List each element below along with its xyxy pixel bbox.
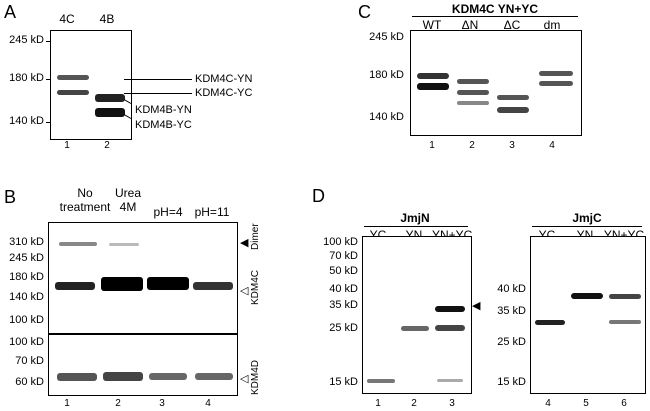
marker: 100 kD <box>323 236 358 248</box>
blot-jmjc <box>530 236 646 394</box>
marker-245c: 245 kD <box>369 31 404 43</box>
marker: 35 kD <box>329 299 358 311</box>
panel-letter-b: B <box>4 187 17 207</box>
lane-number: 2 <box>469 140 475 151</box>
label-kdm4c-yn: KDM4C-YN <box>195 73 253 85</box>
marker: 70 kD <box>329 250 358 262</box>
marker-100: 100 kD <box>9 314 44 326</box>
side-label-kdm4c: KDM4C <box>250 269 261 305</box>
band <box>57 75 89 80</box>
lane-number: 6 <box>621 398 627 409</box>
lane-header-no-treatment: No treatment <box>59 186 111 214</box>
marker: 50 kD <box>329 265 358 277</box>
label-kdm4b-yc: KDM4B-YC <box>135 119 192 131</box>
marker-310: 310 kD <box>9 236 44 248</box>
lane-header-dn: ΔN <box>461 18 479 32</box>
marker-245: 245 kD <box>9 252 44 264</box>
lane-header-wt: WT <box>422 18 442 32</box>
label-kdm4b-yn: KDM4B-YN <box>135 104 192 116</box>
blot-b-top <box>48 222 238 334</box>
lane-number: 3 <box>159 398 165 409</box>
panel-letter-a: A <box>4 2 17 22</box>
side-label-dimer: Dimer <box>250 223 261 250</box>
blot-jmjn <box>362 236 472 394</box>
marker-245: 245 kD <box>9 34 44 46</box>
lane-number: 3 <box>449 398 455 409</box>
blot-a <box>50 30 132 140</box>
lane-number: 4 <box>549 140 555 151</box>
marker-60: 60 kD <box>15 376 44 388</box>
lane-number-2: 2 <box>104 140 110 151</box>
marker: 15 kD <box>497 376 526 388</box>
lane-number: 1 <box>64 398 70 409</box>
lane-number: 2 <box>115 398 121 409</box>
lane-number: 4 <box>545 398 551 409</box>
lane-header-ph11: pH=11 <box>194 205 230 219</box>
arrow-kdm4d: ◁ <box>240 373 249 385</box>
lane-number: 3 <box>509 140 515 151</box>
marker: 25 kD <box>497 336 526 348</box>
lane-number: 2 <box>411 398 417 409</box>
lane-number: 1 <box>429 140 435 151</box>
marker-140: 140 kD <box>9 115 44 127</box>
blot-c <box>410 30 582 136</box>
band <box>57 90 89 95</box>
lane-header-4c: 4C <box>59 12 75 26</box>
marker-100b: 100 kD <box>9 336 44 348</box>
panel-letter-c: C <box>358 2 371 22</box>
marker: 35 kD <box>497 305 526 317</box>
marker: 40 kD <box>497 283 526 295</box>
title-c: KDM4C YN+YC <box>451 2 539 16</box>
arrow-kdm4c: ◁ <box>240 285 249 297</box>
marker-180c: 180 kD <box>369 69 404 81</box>
marker-180: 180 kD <box>9 271 44 283</box>
title-jmjn: JmjN <box>400 211 430 225</box>
label-kdm4c-yc: KDM4C-YC <box>195 87 253 99</box>
title-jmjc: JmjC <box>572 211 602 225</box>
marker-180: 180 kD <box>9 72 44 84</box>
lane-number: 5 <box>583 398 589 409</box>
blot-b-bottom <box>48 334 238 396</box>
band <box>95 108 125 117</box>
arrow-dimer: ◀ <box>240 237 249 249</box>
marker: 25 kD <box>329 322 358 334</box>
lane-number: 1 <box>375 398 381 409</box>
marker-140c: 140 kD <box>369 111 404 123</box>
lane-header-dm: dm <box>543 18 561 32</box>
lane-header-ph4: pH=4 <box>153 205 183 219</box>
marker-140: 140 kD <box>9 291 44 303</box>
panel-letter-d: D <box>312 186 325 206</box>
lane-number: 4 <box>205 398 211 409</box>
band <box>95 94 125 102</box>
lane-header-urea: Urea 4M <box>114 186 141 214</box>
arrow-jmjn: ◀ <box>472 300 481 312</box>
lane-number-1: 1 <box>64 140 70 151</box>
lane-header-dc: ΔC <box>503 18 521 32</box>
marker-70: 70 kD <box>15 355 44 367</box>
side-label-kdm4d: KDM4D <box>250 359 261 395</box>
marker: 15 kD <box>329 376 358 388</box>
marker: 40 kD <box>329 283 358 295</box>
lane-header-4b: 4B <box>99 12 115 26</box>
